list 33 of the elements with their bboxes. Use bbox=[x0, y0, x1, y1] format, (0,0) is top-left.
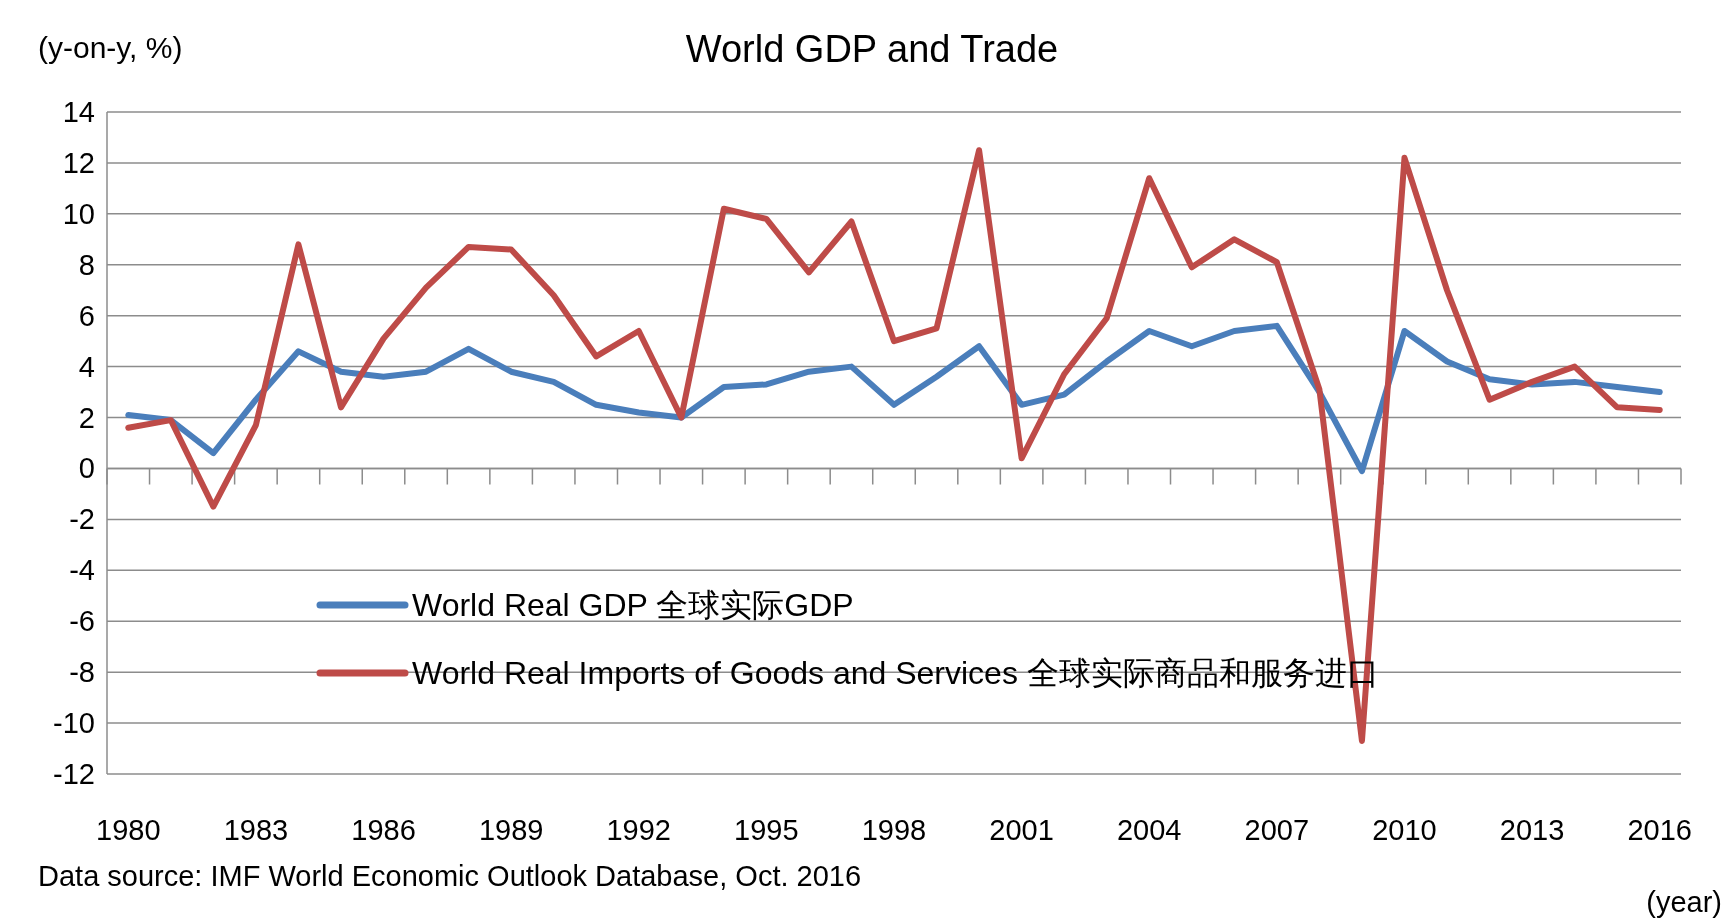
x-tick-label: 1986 bbox=[351, 814, 416, 846]
legend-label: World Real GDP 全球实际GDP bbox=[412, 587, 854, 623]
x-tick-label: 1995 bbox=[734, 814, 799, 846]
y-tick-label: 4 bbox=[78, 350, 95, 383]
y-tick-label: 6 bbox=[78, 299, 95, 332]
y-tick-label: 0 bbox=[78, 452, 95, 485]
source-note: Data source: IMF World Economic Outlook Database, Oct. 2016 bbox=[38, 860, 862, 892]
x-tick-label: 2010 bbox=[1372, 814, 1437, 846]
x-tick-label: 2007 bbox=[1244, 814, 1310, 846]
x-tick-label: 1980 bbox=[96, 814, 161, 846]
y-tick-label: 10 bbox=[62, 197, 95, 230]
x-tick-label: 2016 bbox=[1627, 814, 1692, 846]
y-tick-label: -6 bbox=[69, 605, 95, 638]
x-tick-label: 2001 bbox=[989, 814, 1054, 846]
y-tick-label: 12 bbox=[62, 146, 95, 179]
y-tick-label: -8 bbox=[69, 656, 95, 689]
x-tick-label: 2004 bbox=[1116, 814, 1182, 846]
y-tick-label: 14 bbox=[62, 96, 95, 128]
x-tick-label: 1983 bbox=[223, 814, 289, 846]
y-tick-label: -10 bbox=[53, 707, 95, 740]
y-axis-title: (y-on-y, %) bbox=[38, 31, 183, 64]
y-tick-label: -4 bbox=[69, 554, 95, 587]
chart-title: World GDP and Trade bbox=[685, 28, 1059, 70]
x-tick-label: 1998 bbox=[861, 814, 927, 846]
y-tick-label: -2 bbox=[69, 503, 95, 536]
y-tick-label: 2 bbox=[78, 401, 95, 434]
x-axis-title: (year) bbox=[1646, 886, 1722, 918]
x-tick-label: 1989 bbox=[478, 814, 544, 846]
y-tick-label: 8 bbox=[78, 248, 95, 281]
legend-label: World Real Imports of Goods and Services 全球实际商品和服务进口 bbox=[412, 655, 1379, 691]
x-tick-label: 2013 bbox=[1499, 814, 1565, 846]
x-tick-label: 1992 bbox=[606, 814, 672, 846]
y-tick-label: -12 bbox=[53, 758, 95, 790]
